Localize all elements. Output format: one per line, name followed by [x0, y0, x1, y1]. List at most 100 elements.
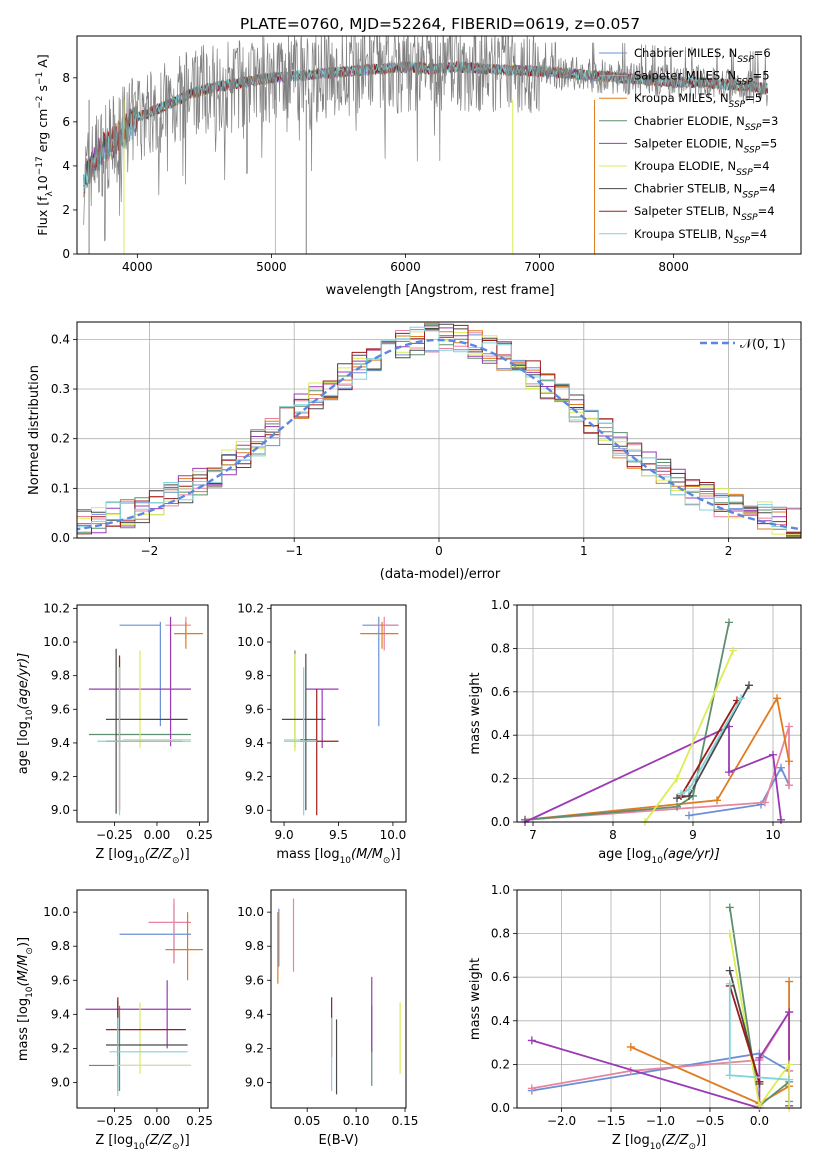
legend-label-8: Kroupa STELIB, NSSP=4: [634, 227, 767, 246]
spectrum-lines: [83, 36, 768, 254]
weight_vs_Z-xtick-label: −1.5: [596, 1114, 625, 1128]
weight_vs_age-marker: [785, 781, 793, 790]
weight_vs_age-xtick-label: 10: [765, 828, 780, 842]
weight_vs_age-plot: [513, 604, 801, 826]
weight_vs_age-ylabel: mass weight: [468, 672, 483, 754]
weight_vs_Z-series-5: [728, 933, 790, 1109]
weight_vs_age-marker: [673, 802, 681, 811]
weight_vs_Z-marker: [785, 1075, 794, 1084]
spectrum-ytick-label: 8: [62, 71, 70, 85]
plot-layer: 4000 5000 6000 7000 8000 0 2 4 6 8 wavelength [Ang…: [16, 35, 802, 1152]
mass_vs_Z-ytick-label: 9.2: [51, 1041, 70, 1055]
age_vs_mass-ytick-label: 9.4: [245, 736, 264, 750]
spectrum-ytick-label: 4: [62, 159, 70, 173]
spectrum-xtick-label: 5000: [256, 260, 287, 274]
weight_vs_age-ytick-label: 0.0: [491, 815, 510, 829]
weight_vs_Z-ytick-label: 1.0: [491, 883, 510, 897]
mass_vs_Z-xtick-label: 0.25: [186, 1114, 213, 1128]
age_vs_Z-ytick-label: 9.4: [51, 736, 70, 750]
mass_vs_Z-ytick-label: 9.4: [51, 1007, 70, 1021]
mass_vs_ebv-ytick-label: 9.6: [245, 973, 264, 987]
weight_vs_Z-ytick-label: 0.6: [491, 970, 510, 984]
mass_vs_Z-xtick-label: −0.25: [96, 1114, 133, 1128]
weight_vs_age-ytick-label: 0.6: [491, 685, 510, 699]
residuals-ytick-label: 0.2: [51, 432, 70, 446]
mass_vs_Z-ytick-label: 9.6: [51, 973, 70, 987]
mass_vs_ebv-ytick-label: 9.0: [245, 1075, 264, 1089]
weight_vs_age-xtick-label: 7: [529, 828, 537, 842]
spectrum-xtick-label: 8000: [658, 260, 689, 274]
weight_vs_age-marker: [673, 774, 681, 783]
residuals-frame: [76, 321, 802, 539]
mass_vs_ebv-xlabel: E(B-V): [318, 1133, 358, 1148]
age_vs_Z-ytick-label: 9.8: [51, 669, 70, 683]
weight_vs_Z-marker: [725, 966, 734, 975]
weight_vs_age-marker: [777, 763, 785, 772]
age_vs_mass-ytick-label: 9.6: [245, 702, 264, 716]
spectrum-xlabel: wavelength [Angstrom, rest frame]: [326, 283, 555, 298]
residual-legend-label: 𝒩(0, 1): [740, 336, 786, 351]
age_vs_mass-xtick-label: 10.0: [380, 828, 407, 842]
mass_vs_ebv-frame: [270, 889, 407, 1109]
spectrum-xtick-label: 6000: [390, 260, 421, 274]
weight_vs_age-marker: [725, 768, 733, 777]
mass_vs_Z-frame: [76, 889, 209, 1109]
age_vs_mass-xtick-label: 9.5: [329, 828, 348, 842]
legend-label-0: Chabrier MILES, NSSP=6: [634, 46, 771, 65]
residuals-xtick-label: 2: [725, 544, 733, 558]
spectrum-plot: [73, 77, 675, 258]
normal-curve: [77, 338, 801, 531]
weight_vs_Z-marker: [626, 1042, 635, 1051]
weight_vs_Z-series-7: [728, 985, 761, 1083]
age_vs_Z-ytick-label: 9.6: [51, 702, 70, 716]
weight_vs_age-xtick-label: 9: [689, 828, 697, 842]
age_vs_mass-ytick-label: 10.0: [237, 635, 264, 649]
weight_vs_Z-ylabel: mass weight: [468, 958, 483, 1040]
age_vs_Z-ytick-label: 9.2: [51, 770, 70, 784]
age_vs_mass-ytick-label: 9.0: [245, 803, 264, 817]
age_vs_Z-xlabel: Z [log10(Z/Z⊙)]: [95, 847, 189, 866]
residuals-plot: [73, 322, 801, 542]
weight_vs_age-marker: [773, 694, 781, 703]
weight_vs_Z-marker: [785, 1008, 794, 1017]
residuals-ytick-label: 0.3: [51, 382, 70, 396]
residual-steps: [77, 322, 801, 538]
spectrum-ytick-label: 2: [62, 203, 70, 217]
age_vs_Z-ytick-label: 9.0: [51, 803, 70, 817]
legend-label-2: Kroupa MILES, NSSP=5: [634, 91, 762, 110]
weight_vs_Z-xtick-label: 0.0: [750, 1114, 769, 1128]
weight_vs_Z-xtick-label: −1.0: [646, 1114, 675, 1128]
age_vs_mass-ytick-label: 10.2: [237, 601, 264, 615]
weight_vs_age-marker: [677, 789, 685, 798]
weight_vs_age-xlabel: age [log10(age/yr)]: [598, 847, 720, 866]
spectrum-xtick-label: 7000: [524, 260, 555, 274]
mass_vs_ebv-ytick-label: 10.0: [237, 905, 264, 919]
age_vs_Z-ytick-label: 10.0: [43, 635, 70, 649]
residuals-ytick-label: 0.1: [51, 481, 70, 495]
legend-label-7: Salpeter STELIB, NSSP=4: [634, 204, 775, 223]
mass_vs_ebv-ytick-label: 9.2: [245, 1041, 264, 1055]
mass_vs_Z-ytick-label: 9.8: [51, 939, 70, 953]
residuals-xlabel: (data-model)/error: [380, 567, 501, 582]
weight_vs_age-marker: [745, 681, 753, 690]
legend-label-3: Chabrier ELODIE, NSSP=3: [634, 114, 778, 133]
weight_vs_age-marker: [725, 618, 733, 627]
weight_vs_Z-marker: [725, 903, 734, 912]
age_vs_mass-xtick-label: 9.0: [275, 828, 294, 842]
weight_vs_age-ytick-label: 0.2: [491, 772, 510, 786]
mass_vs_ebv-ytick-label: 9.4: [245, 1007, 264, 1021]
mass_vs_ebv-ytick-label: 9.8: [245, 939, 264, 953]
residuals-xtick-label: 0: [435, 544, 443, 558]
weight_vs_age-marker: [777, 815, 785, 824]
weight_vs_age-xtick-label: 8: [609, 828, 617, 842]
age_vs_Z-ytick-label: 10.2: [43, 601, 70, 615]
age_vs_mass-xlabel: mass [log10(M/M⊙)]: [276, 847, 400, 866]
spectrum-ylabel: Flux [fλ10−17 erg cm−2 s−1 A]: [35, 54, 55, 236]
mass_vs_Z-ytick-label: 9.0: [51, 1075, 70, 1089]
weight_vs_age-marker: [785, 757, 793, 766]
weight_vs_Z-marker: [725, 979, 734, 988]
weight_vs_Z-marker: [527, 1036, 536, 1045]
weight_vs_Z-marker: [755, 1053, 764, 1062]
age_vs_Z-xtick-label: −0.25: [96, 828, 133, 842]
residuals-ylabel: Normed distribution: [27, 365, 42, 495]
